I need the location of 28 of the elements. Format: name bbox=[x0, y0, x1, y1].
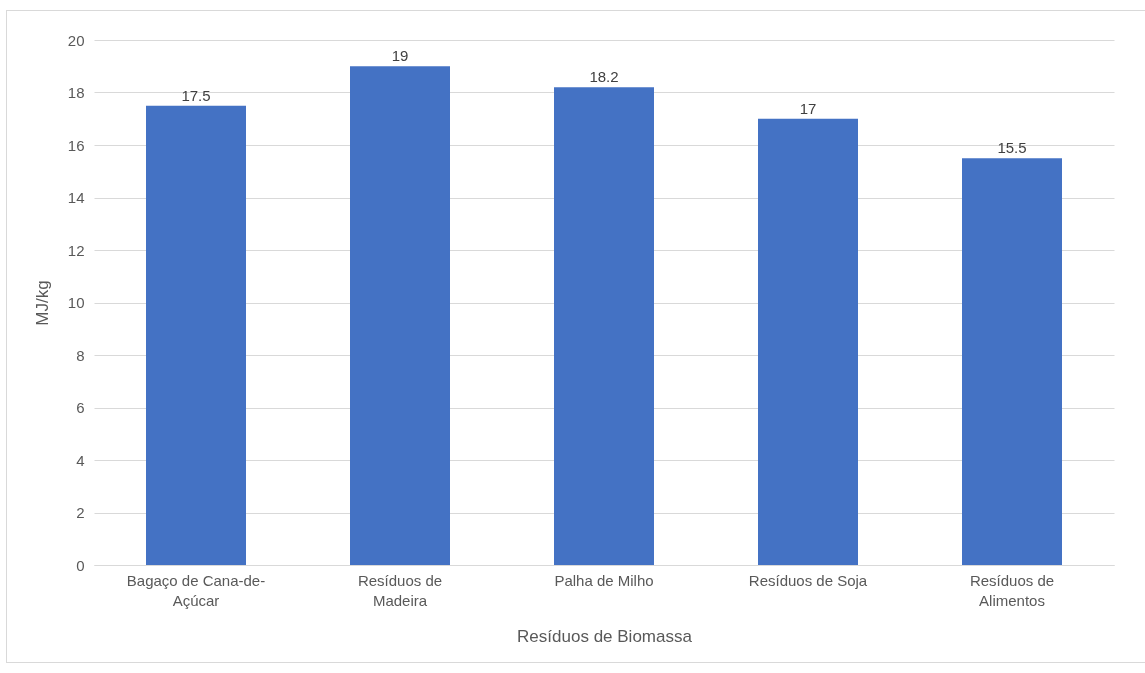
y-tick-label: 14 bbox=[67, 189, 85, 206]
data-label: 18.2 bbox=[589, 68, 619, 86]
bar bbox=[758, 118, 858, 565]
y-tick-label: 6 bbox=[76, 399, 85, 416]
bar bbox=[554, 87, 654, 565]
y-tick-label: 4 bbox=[76, 451, 85, 469]
y-axis-title: MJ/kg bbox=[32, 280, 52, 326]
y-tick-label: 2 bbox=[76, 504, 85, 521]
x-tick-label: Palha de Milho bbox=[554, 571, 654, 589]
bar bbox=[962, 158, 1062, 565]
x-tick-label: Resíduos de Madeira bbox=[357, 571, 443, 609]
y-tick-label: 8 bbox=[76, 346, 85, 364]
y-tick-label: 0 bbox=[76, 556, 85, 574]
y-tick-label: 20 bbox=[67, 31, 85, 49]
bar bbox=[350, 66, 450, 565]
data-label: 17.5 bbox=[181, 86, 211, 104]
x-tick-label: Resíduos de Alimentos bbox=[969, 571, 1055, 609]
data-label: 19 bbox=[391, 47, 409, 65]
y-tick-label: 18 bbox=[67, 84, 85, 101]
x-axis-title: Resíduos de Biomassa bbox=[517, 626, 693, 646]
x-tick-label: Resíduos de Soja bbox=[748, 571, 868, 589]
data-label: 17 bbox=[799, 99, 817, 117]
x-tick-label: Bagaço de Cana-de-Açúcar bbox=[126, 571, 266, 609]
data-label: 15.5 bbox=[997, 139, 1027, 157]
y-tick-label: 10 bbox=[67, 294, 85, 311]
y-tick-label: 16 bbox=[67, 136, 85, 154]
bar bbox=[146, 105, 246, 565]
y-tick-label: 12 bbox=[67, 241, 85, 259]
